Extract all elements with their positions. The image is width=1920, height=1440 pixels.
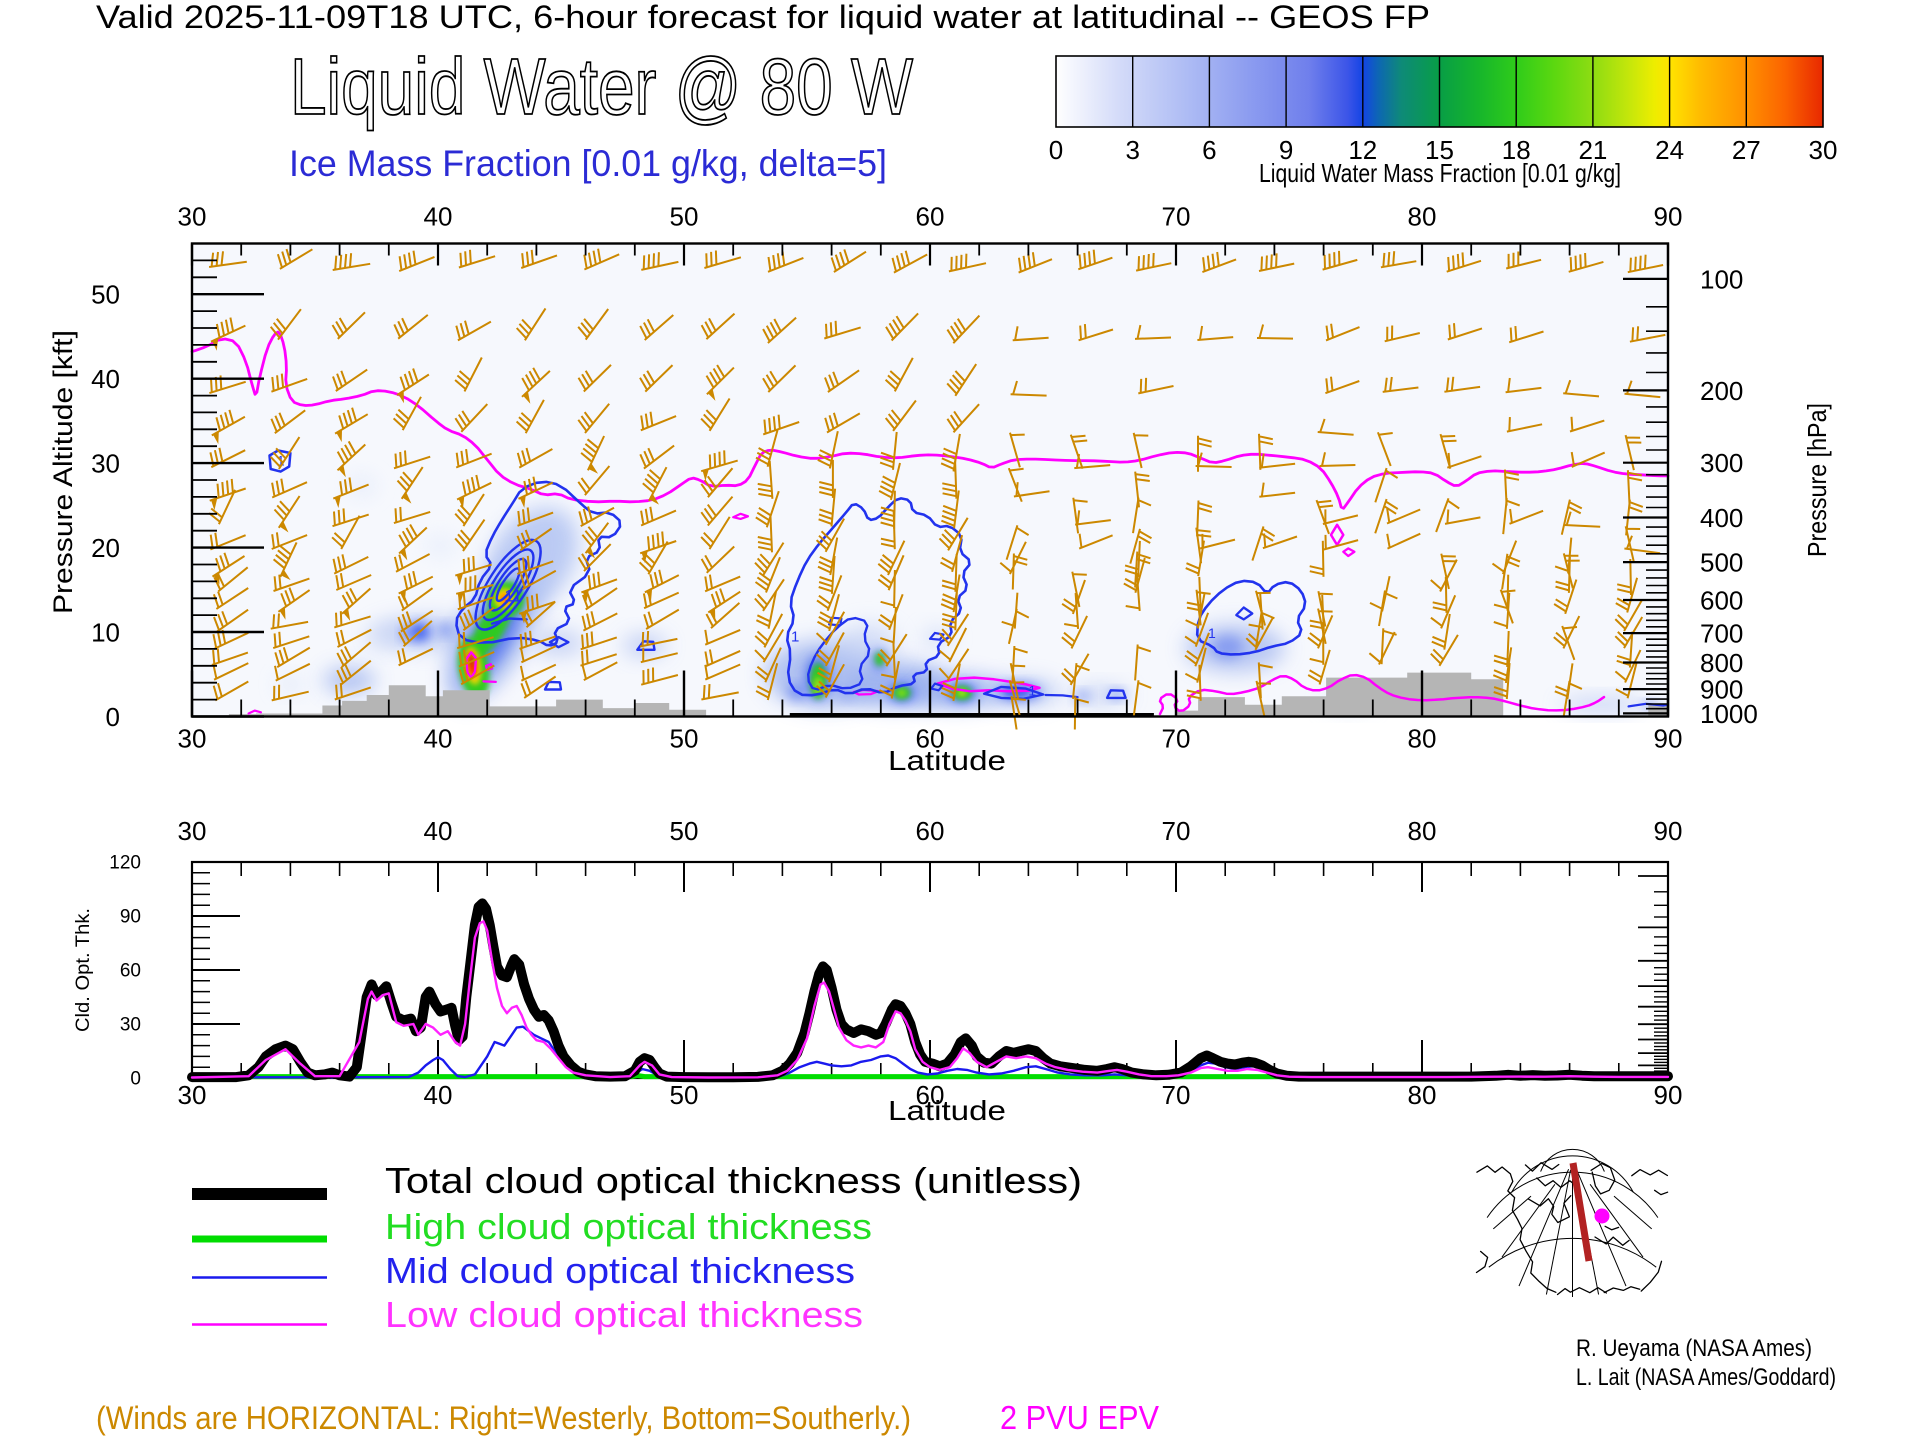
svg-text:0: 0 bbox=[130, 1069, 141, 1090]
svg-text:1: 1 bbox=[1028, 682, 1036, 698]
svg-text:90: 90 bbox=[1654, 1080, 1683, 1110]
svg-text:Low cloud optical thickness: Low cloud optical thickness bbox=[385, 1294, 863, 1335]
svg-text:90: 90 bbox=[1654, 816, 1683, 846]
svg-text:50: 50 bbox=[91, 280, 120, 310]
svg-text:27: 27 bbox=[1732, 135, 1761, 165]
svg-text:18: 18 bbox=[1502, 135, 1531, 165]
svg-text:60: 60 bbox=[916, 1080, 945, 1110]
svg-text:1: 1 bbox=[1208, 625, 1216, 641]
svg-text:400: 400 bbox=[1700, 503, 1743, 533]
svg-text:60: 60 bbox=[916, 202, 945, 232]
svg-text:50: 50 bbox=[670, 202, 699, 232]
svg-text:100: 100 bbox=[1700, 264, 1743, 294]
svg-text:300: 300 bbox=[1700, 448, 1743, 478]
svg-text:30: 30 bbox=[120, 1015, 141, 1036]
svg-text:Ice Mass Fraction [0.01 g/kg,: Ice Mass Fraction [0.01 g/kg, delta=5] bbox=[289, 143, 887, 184]
svg-text:1: 1 bbox=[791, 628, 799, 645]
svg-text:40: 40 bbox=[424, 202, 453, 232]
svg-text:600: 600 bbox=[1700, 586, 1743, 616]
svg-text:60: 60 bbox=[120, 961, 141, 982]
svg-text:90: 90 bbox=[120, 907, 141, 928]
svg-text:Liquid Water @ 80 W: Liquid Water @ 80 W bbox=[290, 42, 913, 131]
svg-text:Latitude: Latitude bbox=[888, 1095, 1006, 1126]
svg-text:High cloud optical thickness: High cloud optical thickness bbox=[385, 1206, 872, 1247]
svg-text:800: 800 bbox=[1700, 648, 1743, 678]
svg-text:30: 30 bbox=[1809, 135, 1838, 165]
svg-text:24: 24 bbox=[1655, 135, 1684, 165]
svg-text:80: 80 bbox=[1408, 724, 1437, 754]
svg-text:10: 10 bbox=[91, 618, 120, 648]
svg-text:90: 90 bbox=[1654, 202, 1683, 232]
svg-text:Cld. Opt. Thk.: Cld. Opt. Thk. bbox=[73, 908, 94, 1032]
svg-text:70: 70 bbox=[1162, 724, 1191, 754]
svg-text:30: 30 bbox=[178, 816, 207, 846]
svg-text:90: 90 bbox=[1654, 724, 1683, 754]
svg-text:Valid 2025-11-09T18 UTC, 6-hou: Valid 2025-11-09T18 UTC, 6-hour forecast… bbox=[96, 0, 1430, 35]
svg-text:30: 30 bbox=[178, 1080, 207, 1110]
svg-text:Liquid Water Mass Fraction [0.: Liquid Water Mass Fraction [0.01 g/kg] bbox=[1259, 158, 1621, 188]
svg-text:2 PVU EPV: 2 PVU EPV bbox=[1000, 1399, 1159, 1436]
svg-text:0: 0 bbox=[1049, 135, 1063, 165]
svg-text:30: 30 bbox=[178, 724, 207, 754]
svg-text:3: 3 bbox=[1125, 135, 1139, 165]
svg-text:70: 70 bbox=[1162, 1080, 1191, 1110]
svg-text:Total cloud optical thickness: Total cloud optical thickness (unitless) bbox=[385, 1160, 1082, 1201]
svg-text:700: 700 bbox=[1700, 619, 1743, 649]
svg-text:50: 50 bbox=[670, 724, 699, 754]
svg-text:900: 900 bbox=[1700, 675, 1743, 705]
svg-text:50: 50 bbox=[670, 816, 699, 846]
svg-text:20: 20 bbox=[91, 533, 120, 563]
svg-text:40: 40 bbox=[424, 724, 453, 754]
svg-text:30: 30 bbox=[91, 449, 120, 479]
svg-text:40: 40 bbox=[91, 364, 120, 394]
svg-text:70: 70 bbox=[1162, 202, 1191, 232]
svg-text:60: 60 bbox=[916, 724, 945, 754]
svg-text:6: 6 bbox=[1202, 135, 1216, 165]
svg-text:30: 30 bbox=[178, 202, 207, 232]
svg-text:L. Lait (NASA Ames/Goddard): L. Lait (NASA Ames/Goddard) bbox=[1576, 1364, 1836, 1391]
svg-text:70: 70 bbox=[1162, 816, 1191, 846]
svg-text:80: 80 bbox=[1408, 202, 1437, 232]
svg-text:120: 120 bbox=[109, 853, 141, 874]
svg-text:Pressure [hPa]: Pressure [hPa] bbox=[1802, 403, 1832, 557]
svg-text:R. Ueyama (NASA Ames): R. Ueyama (NASA Ames) bbox=[1576, 1335, 1812, 1362]
svg-text:(Winds are HORIZONTAL: Right=W: (Winds are HORIZONTAL: Right=Westerly, B… bbox=[96, 1400, 911, 1436]
svg-text:Mid cloud optical thickness: Mid cloud optical thickness bbox=[385, 1250, 855, 1291]
svg-text:21: 21 bbox=[1578, 135, 1607, 165]
svg-text:1000: 1000 bbox=[1700, 699, 1758, 729]
svg-text:40: 40 bbox=[424, 816, 453, 846]
svg-text:80: 80 bbox=[1408, 816, 1437, 846]
svg-text:12: 12 bbox=[1348, 135, 1377, 165]
svg-text:80: 80 bbox=[1408, 1080, 1437, 1110]
svg-text:11: 11 bbox=[504, 587, 522, 606]
svg-text:15: 15 bbox=[1425, 135, 1454, 165]
svg-text:40: 40 bbox=[424, 1080, 453, 1110]
svg-text:0: 0 bbox=[106, 702, 120, 732]
svg-text:500: 500 bbox=[1700, 548, 1743, 578]
svg-text:Pressure Altitude [kft]: Pressure Altitude [kft] bbox=[48, 330, 78, 614]
svg-text:Latitude: Latitude bbox=[888, 745, 1006, 776]
svg-text:60: 60 bbox=[916, 816, 945, 846]
svg-text:9: 9 bbox=[1279, 135, 1293, 165]
svg-text:200: 200 bbox=[1700, 376, 1743, 406]
svg-text:50: 50 bbox=[670, 1080, 699, 1110]
